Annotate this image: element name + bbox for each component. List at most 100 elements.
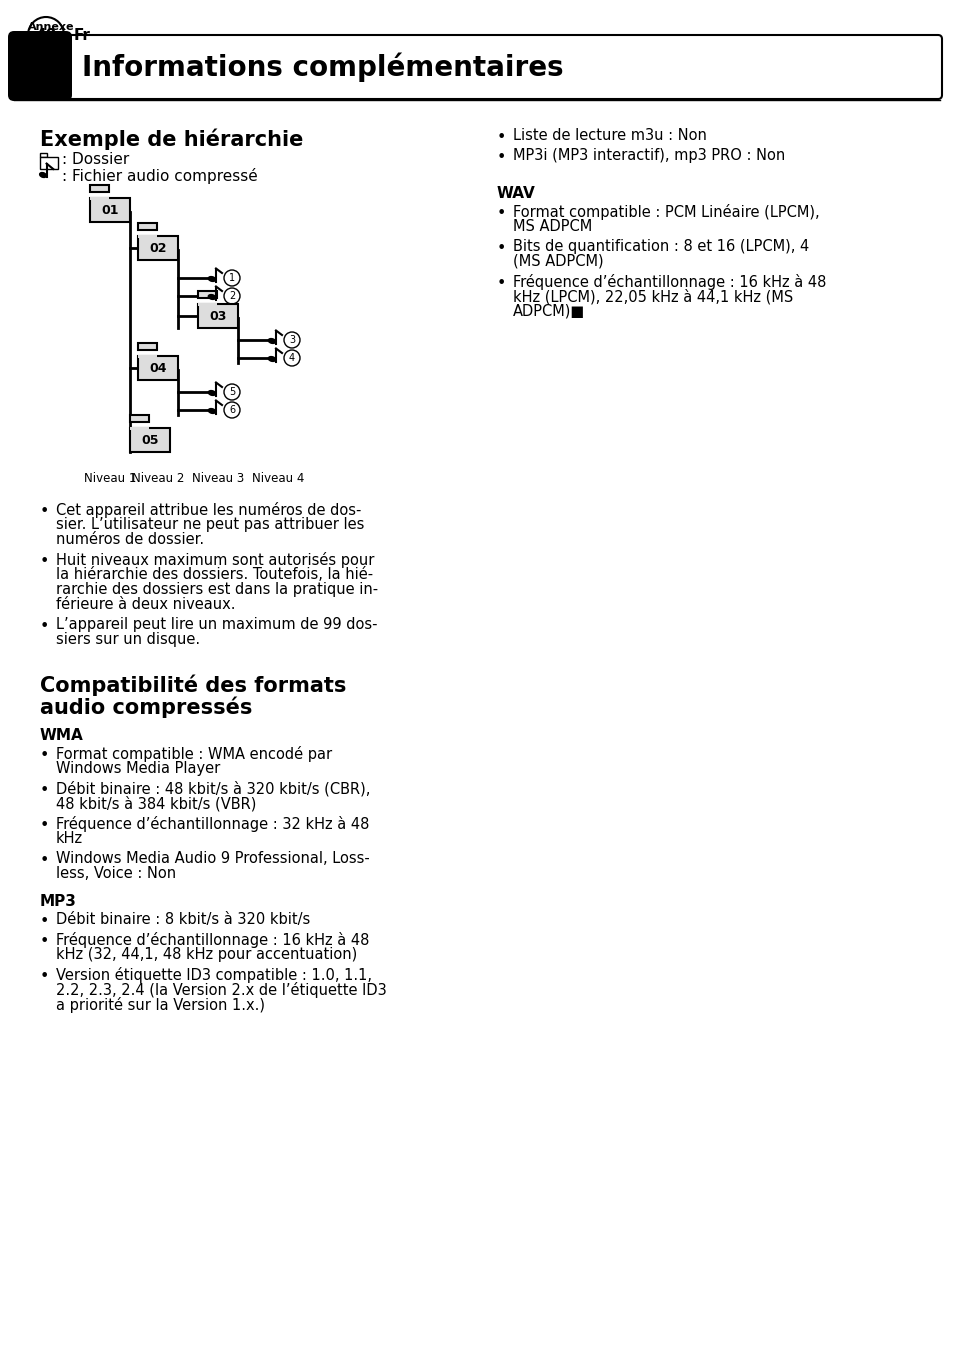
Text: •: • [40,853,50,868]
Text: MP3: MP3 [40,894,77,909]
Text: Niveau 4: Niveau 4 [252,472,304,485]
Text: •: • [40,504,50,519]
Text: •: • [40,914,50,929]
Text: Fréquence d’échantillonnage : 16 kHz à 48: Fréquence d’échantillonnage : 16 kHz à 4… [513,274,825,289]
Text: rarchie des dossiers est dans la pratique in-: rarchie des dossiers est dans la pratiqu… [56,581,377,598]
Text: •: • [40,554,50,569]
Text: 04: 04 [149,361,167,375]
Text: 6: 6 [229,406,234,415]
Ellipse shape [208,389,216,396]
Text: 2.2, 2.3, 2.4 (la Version 2.x de l’étiquette ID3: 2.2, 2.3, 2.4 (la Version 2.x de l’étiqu… [56,982,386,998]
Text: Annexe: Annexe [28,22,74,32]
Text: Informations complémentaires: Informations complémentaires [82,53,563,81]
Bar [138,223,157,230]
Bar [130,427,149,430]
Text: •: • [40,818,50,833]
Text: 1: 1 [229,273,234,283]
Bar [138,343,157,350]
Ellipse shape [208,408,216,414]
Text: •: • [497,206,506,220]
Text: Compatibilité des formats: Compatibilité des formats [40,675,346,695]
Bar [138,356,178,380]
Text: Cet appareil attribue les numéros de dos-: Cet appareil attribue les numéros de dos… [56,502,361,518]
FancyBboxPatch shape [8,31,71,101]
Text: •: • [40,969,50,984]
FancyBboxPatch shape [34,35,941,99]
Text: Débit binaire : 48 kbit/s à 320 kbit/s (CBR),: Débit binaire : 48 kbit/s à 320 kbit/s (… [56,781,370,796]
Text: •: • [40,748,50,763]
Text: kHz (LPCM), 22,05 kHz à 44,1 kHz (MS: kHz (LPCM), 22,05 kHz à 44,1 kHz (MS [513,289,792,304]
Text: •: • [497,130,506,145]
Bar [198,291,217,297]
Polygon shape [40,157,58,169]
Text: Windows Media Audio 9 Professional, Loss-: Windows Media Audio 9 Professional, Loss… [56,850,370,867]
Text: 05: 05 [141,434,158,446]
Text: audio compressés: audio compressés [40,696,253,718]
Bar [90,185,109,192]
Text: ADPCM)■: ADPCM)■ [513,304,584,319]
Text: : Dossier: : Dossier [62,151,129,168]
Text: MS ADPCM: MS ADPCM [513,219,592,234]
Text: Fréquence d’échantillonnage : 16 kHz à 48: Fréquence d’échantillonnage : 16 kHz à 4… [56,932,369,948]
Bar [90,197,130,222]
Text: férieure à deux niveaux.: férieure à deux niveaux. [56,598,235,612]
Bar [130,415,149,422]
Text: sier. L’utilisateur ne peut pas attribuer les: sier. L’utilisateur ne peut pas attribue… [56,516,364,531]
Bar [198,303,217,306]
Text: Fr: Fr [74,27,91,42]
Text: Niveau 1: Niveau 1 [84,472,136,485]
Text: 03: 03 [209,310,227,323]
Bar [130,429,170,452]
Bar [138,356,157,358]
Text: Niveau 2: Niveau 2 [132,472,184,485]
Text: Débit binaire : 8 kbit/s à 320 kbit/s: Débit binaire : 8 kbit/s à 320 kbit/s [56,913,310,927]
Text: kHz: kHz [56,831,83,846]
Text: •: • [497,150,506,165]
Text: 48 kbit/s à 384 kbit/s (VBR): 48 kbit/s à 384 kbit/s (VBR) [56,796,256,811]
Bar [138,235,157,238]
Text: less, Voice : Non: less, Voice : Non [56,867,176,882]
Text: 4: 4 [289,353,294,362]
Text: MP3i (MP3 interactif), mp3 PRO : Non: MP3i (MP3 interactif), mp3 PRO : Non [513,147,784,164]
Ellipse shape [267,356,276,362]
Text: la hiérarchie des dossiers. Toutefois, la hié-: la hiérarchie des dossiers. Toutefois, l… [56,566,373,581]
Ellipse shape [208,293,216,300]
Text: 40: 40 [35,27,56,42]
Text: a priorité sur la Version 1.x.): a priorité sur la Version 1.x.) [56,996,265,1013]
Ellipse shape [39,172,47,178]
Text: numéros de dossier.: numéros de dossier. [56,531,204,548]
Bar [138,237,178,260]
Text: kHz (32, 44,1, 48 kHz pour accentuation): kHz (32, 44,1, 48 kHz pour accentuation) [56,946,356,963]
Text: •: • [497,241,506,256]
Text: Niveau 3: Niveau 3 [192,472,244,485]
Text: Format compatible : PCM Linéaire (LPCM),: Format compatible : PCM Linéaire (LPCM), [513,204,819,220]
Text: Huit niveaux maximum sont autorisés pour: Huit niveaux maximum sont autorisés pour [56,552,374,568]
Text: siers sur un disque.: siers sur un disque. [56,631,200,648]
Text: 5: 5 [229,387,234,397]
Text: •: • [40,619,50,634]
Text: 02: 02 [149,242,167,254]
Text: Windows Media Player: Windows Media Player [56,761,220,776]
Text: WMA: WMA [40,727,84,744]
Bar [90,197,109,200]
Ellipse shape [267,338,276,345]
Ellipse shape [208,276,216,283]
Text: Version étiquette ID3 compatible : 1.0, 1.1,: Version étiquette ID3 compatible : 1.0, … [56,967,372,983]
Text: 01: 01 [101,204,118,216]
Text: 3: 3 [289,335,294,345]
Polygon shape [40,153,47,157]
Text: Liste de lecture m3u : Non: Liste de lecture m3u : Non [513,128,706,143]
Text: •: • [497,276,506,291]
Text: Format compatible : WMA encodé par: Format compatible : WMA encodé par [56,746,332,763]
Text: Bits de quantification : 8 et 16 (LPCM), 4: Bits de quantification : 8 et 16 (LPCM),… [513,239,808,254]
Text: (MS ADPCM): (MS ADPCM) [513,254,603,269]
Text: WAV: WAV [497,187,536,201]
Text: 2: 2 [229,291,234,301]
Text: •: • [40,934,50,949]
Text: : Fichier audio compressé: : Fichier audio compressé [62,168,257,184]
Bar [198,304,237,329]
Text: •: • [40,783,50,798]
Text: L’appareil peut lire un maximum de 99 dos-: L’appareil peut lire un maximum de 99 do… [56,617,377,631]
Text: Exemple de hiérarchie: Exemple de hiérarchie [40,128,303,150]
Text: Fréquence d’échantillonnage : 32 kHz à 48: Fréquence d’échantillonnage : 32 kHz à 4… [56,817,369,831]
